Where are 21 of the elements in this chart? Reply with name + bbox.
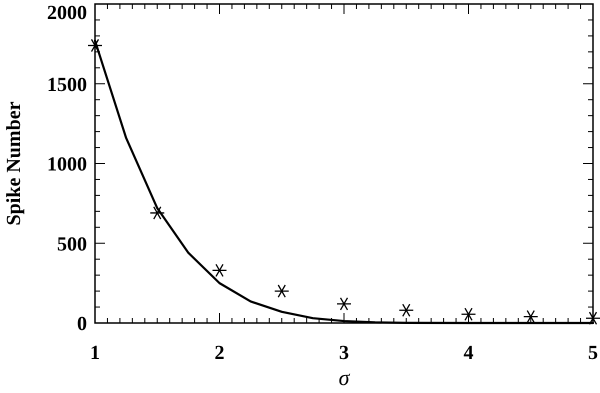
x-tick-label: 2 <box>214 342 224 364</box>
point <box>460 307 476 321</box>
point <box>398 304 414 317</box>
y-tick-label: 2000 <box>47 2 87 24</box>
y-tick-label: 1500 <box>47 74 87 96</box>
y-tick-label: 1000 <box>47 154 87 176</box>
point <box>585 311 600 325</box>
point <box>212 264 228 278</box>
x-tick-label: 1 <box>90 342 100 364</box>
x-tick-label: 3 <box>339 342 349 364</box>
x-tick-label: 4 <box>464 342 474 364</box>
point <box>336 297 352 311</box>
point <box>523 310 538 324</box>
y-tick-label: 500 <box>57 233 87 256</box>
y-axis-title: Spike Number <box>3 101 25 226</box>
point <box>87 38 103 52</box>
x-axis-title: σ <box>338 365 351 390</box>
point <box>150 206 165 220</box>
y-tick-label: 0 <box>77 313 87 335</box>
point <box>274 284 290 298</box>
x-tick-label: 5 <box>588 342 598 364</box>
